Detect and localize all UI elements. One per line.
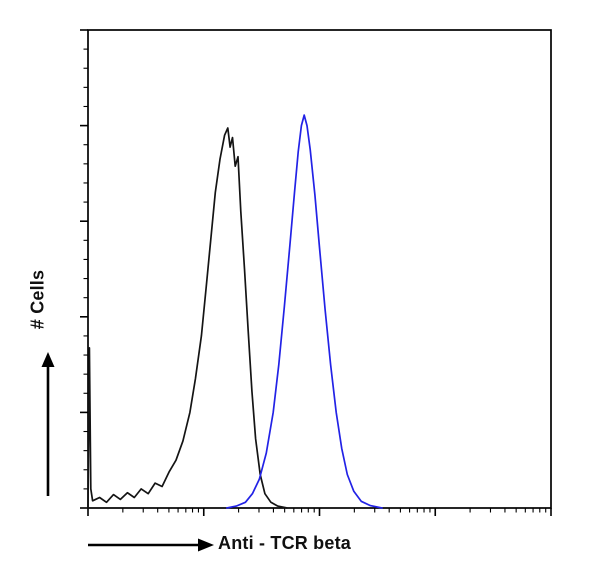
x-axis-arrow-icon xyxy=(88,538,214,552)
blue-histogram-curve xyxy=(226,114,383,509)
histogram-plot xyxy=(80,29,552,516)
y-axis-arrow-icon xyxy=(41,352,55,496)
y-axis-label: # Cells xyxy=(27,269,48,330)
x-axis-label: Anti - TCR beta xyxy=(218,533,351,553)
black-histogram-curve xyxy=(87,127,288,509)
plot-border xyxy=(87,29,552,509)
